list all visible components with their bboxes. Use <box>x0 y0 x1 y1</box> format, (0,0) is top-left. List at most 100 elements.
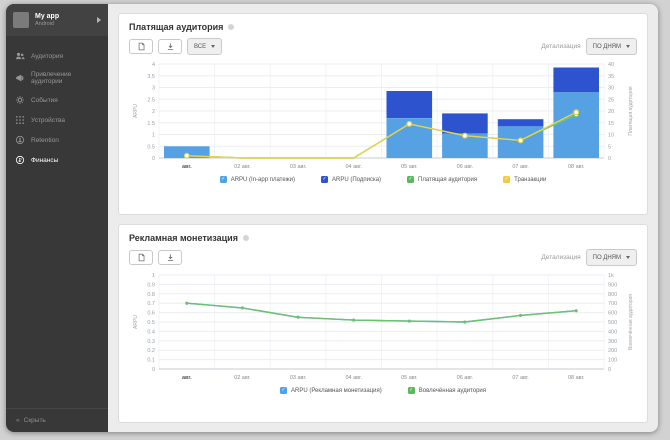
legend-item[interactable]: ✓ Транзакции <box>503 176 546 183</box>
panel-toolbar: Детализация ПО ДНЯМ <box>129 249 637 266</box>
svg-text:Вовлечённая аудитория: Вовлечённая аудитория <box>628 294 634 350</box>
svg-text:0: 0 <box>608 156 611 162</box>
legend-label: Транзакции <box>514 176 547 183</box>
svg-text:0.5: 0.5 <box>147 144 155 150</box>
svg-text:08 авг.: 08 авг. <box>568 375 585 381</box>
sidebar-item-devices[interactable]: Устройства <box>6 110 108 130</box>
legend-checkbox[interactable]: ✓ <box>219 176 227 183</box>
svg-text:300: 300 <box>608 339 617 345</box>
chart-legend: ✓ ARPU (Рекламная монетизация) ✓ Вовлечённа… <box>129 387 637 394</box>
svg-text:600: 600 <box>608 311 617 317</box>
svg-text:3: 3 <box>152 86 155 92</box>
svg-text:07 авг.: 07 авг. <box>512 375 529 381</box>
svg-text:ARPU: ARPU <box>133 315 139 329</box>
info-icon[interactable] <box>242 235 249 241</box>
chevrons-left-icon: « <box>16 417 20 424</box>
legend-checkbox[interactable]: ✓ <box>407 176 415 183</box>
svg-text:05 авг.: 05 авг. <box>401 375 418 381</box>
legend-label: ARPU (Рекламная монетизация) <box>290 387 382 394</box>
legend-item[interactable]: ✓ Вовлечённая аудитория <box>407 387 486 394</box>
svg-text:900: 900 <box>608 282 617 288</box>
svg-text:2.5: 2.5 <box>147 97 155 103</box>
download-icon <box>166 250 175 265</box>
sidebar-item-acquisition[interactable]: Привлечение аудитории <box>6 66 108 90</box>
svg-text:04 авг.: 04 авг. <box>345 375 362 381</box>
svg-text:40: 40 <box>608 62 614 68</box>
svg-text:500: 500 <box>608 320 617 326</box>
granularity-value: ПО ДНЯМ <box>592 254 621 261</box>
document-icon <box>137 39 146 54</box>
svg-text:0: 0 <box>152 156 155 162</box>
svg-text:5: 5 <box>608 144 611 150</box>
svg-text:800: 800 <box>608 292 617 298</box>
panel-title: Платящая аудитория <box>129 22 224 32</box>
download-button[interactable] <box>158 39 182 54</box>
svg-text:0.9: 0.9 <box>147 282 155 288</box>
people-icon <box>15 51 25 61</box>
legend-item[interactable]: ✓ ARPU (Рекламная монетизация) <box>279 387 382 394</box>
svg-text:20: 20 <box>608 109 614 115</box>
document-icon <box>137 250 146 265</box>
sidebar-item-label: Привлечение аудитории <box>31 71 72 85</box>
report-button[interactable] <box>129 39 153 54</box>
gear-icon <box>15 95 25 105</box>
sidebar-item-label: Устройства <box>31 116 66 124</box>
svg-text:1: 1 <box>152 273 155 279</box>
svg-text:авг.: авг. <box>182 164 192 170</box>
report-button[interactable] <box>129 250 153 265</box>
legend-item[interactable]: ✓ ARPU (In-app платежи) <box>219 176 295 183</box>
panel-title: Рекламная монетизация <box>129 233 238 243</box>
sidebar-item-retention[interactable]: Retention <box>6 130 108 150</box>
legend-checkbox[interactable]: ✓ <box>503 176 511 183</box>
svg-text:35: 35 <box>608 74 614 80</box>
svg-text:1k: 1k <box>608 273 614 279</box>
svg-text:0.2: 0.2 <box>147 348 155 354</box>
segment-filter-value: ВСЕ <box>194 43 207 50</box>
legend-label: ARPU (In-app платежи) <box>230 176 295 183</box>
svg-text:₽: ₽ <box>18 158 22 164</box>
paying-audience-panel: Платящая аудитория ВСЕ Детализация ПО ДН… <box>118 13 648 215</box>
legend-item[interactable]: ✓ Платящая аудитория <box>407 176 477 183</box>
sidebar-item-events[interactable]: События <box>6 90 108 110</box>
panel-toolbar: ВСЕ Детализация ПО ДНЯМ <box>129 38 637 55</box>
svg-text:0: 0 <box>152 367 155 373</box>
svg-text:02 авг.: 02 авг. <box>234 164 251 170</box>
sidebar-item-label: События <box>31 96 58 104</box>
info-icon[interactable] <box>228 24 235 30</box>
svg-text:0.5: 0.5 <box>147 320 155 326</box>
svg-text:08 авг.: 08 авг. <box>568 164 585 170</box>
svg-text:3.5: 3.5 <box>147 74 155 80</box>
collapse-sidebar-button[interactable]: « Скрыть <box>6 408 108 432</box>
sidebar-item-finances[interactable]: ₽ Финансы <box>6 150 108 170</box>
legend-checkbox[interactable]: ✓ <box>320 176 328 183</box>
svg-text:2: 2 <box>152 109 155 115</box>
chevron-down-icon <box>211 45 216 48</box>
sidebar-item-audience[interactable]: Аудитория <box>6 46 108 66</box>
ad-monetization-chart[interactable]: 0 0.1 0.2 0.3 0.4 0.5 0.6 0.7 0.8 0.9 1 0 100 200 300 4… <box>129 270 637 382</box>
svg-text:10: 10 <box>608 133 614 139</box>
sidebar-item-label: Retention <box>31 136 59 144</box>
svg-text:700: 700 <box>608 301 617 307</box>
app-switcher[interactable]: My app Android <box>6 4 108 36</box>
svg-text:4: 4 <box>152 62 155 68</box>
svg-text:06 авг.: 06 авг. <box>457 164 474 170</box>
svg-text:0.3: 0.3 <box>147 339 155 345</box>
svg-text:03 авг.: 03 авг. <box>290 164 307 170</box>
legend-item[interactable]: ✓ ARPU (Подписка) <box>320 176 381 183</box>
svg-text:25: 25 <box>608 97 614 103</box>
legend-checkbox[interactable]: ✓ <box>407 387 415 394</box>
detail-label: Детализация <box>541 254 581 261</box>
svg-text:15: 15 <box>608 121 614 127</box>
app-platform: Android <box>35 21 54 27</box>
granularity-select[interactable]: ПО ДНЯМ <box>585 249 637 266</box>
download-button[interactable] <box>158 250 182 265</box>
svg-text:Платящая аудитория: Платящая аудитория <box>628 86 634 136</box>
svg-text:1: 1 <box>152 133 155 139</box>
download-icon <box>166 39 175 54</box>
granularity-select[interactable]: ПО ДНЯМ <box>585 38 637 55</box>
svg-text:06 авг.: 06 авг. <box>457 375 474 381</box>
segment-filter-select[interactable]: ВСЕ <box>187 38 223 55</box>
legend-checkbox[interactable]: ✓ <box>279 387 287 394</box>
svg-text:02 авг.: 02 авг. <box>234 375 251 381</box>
